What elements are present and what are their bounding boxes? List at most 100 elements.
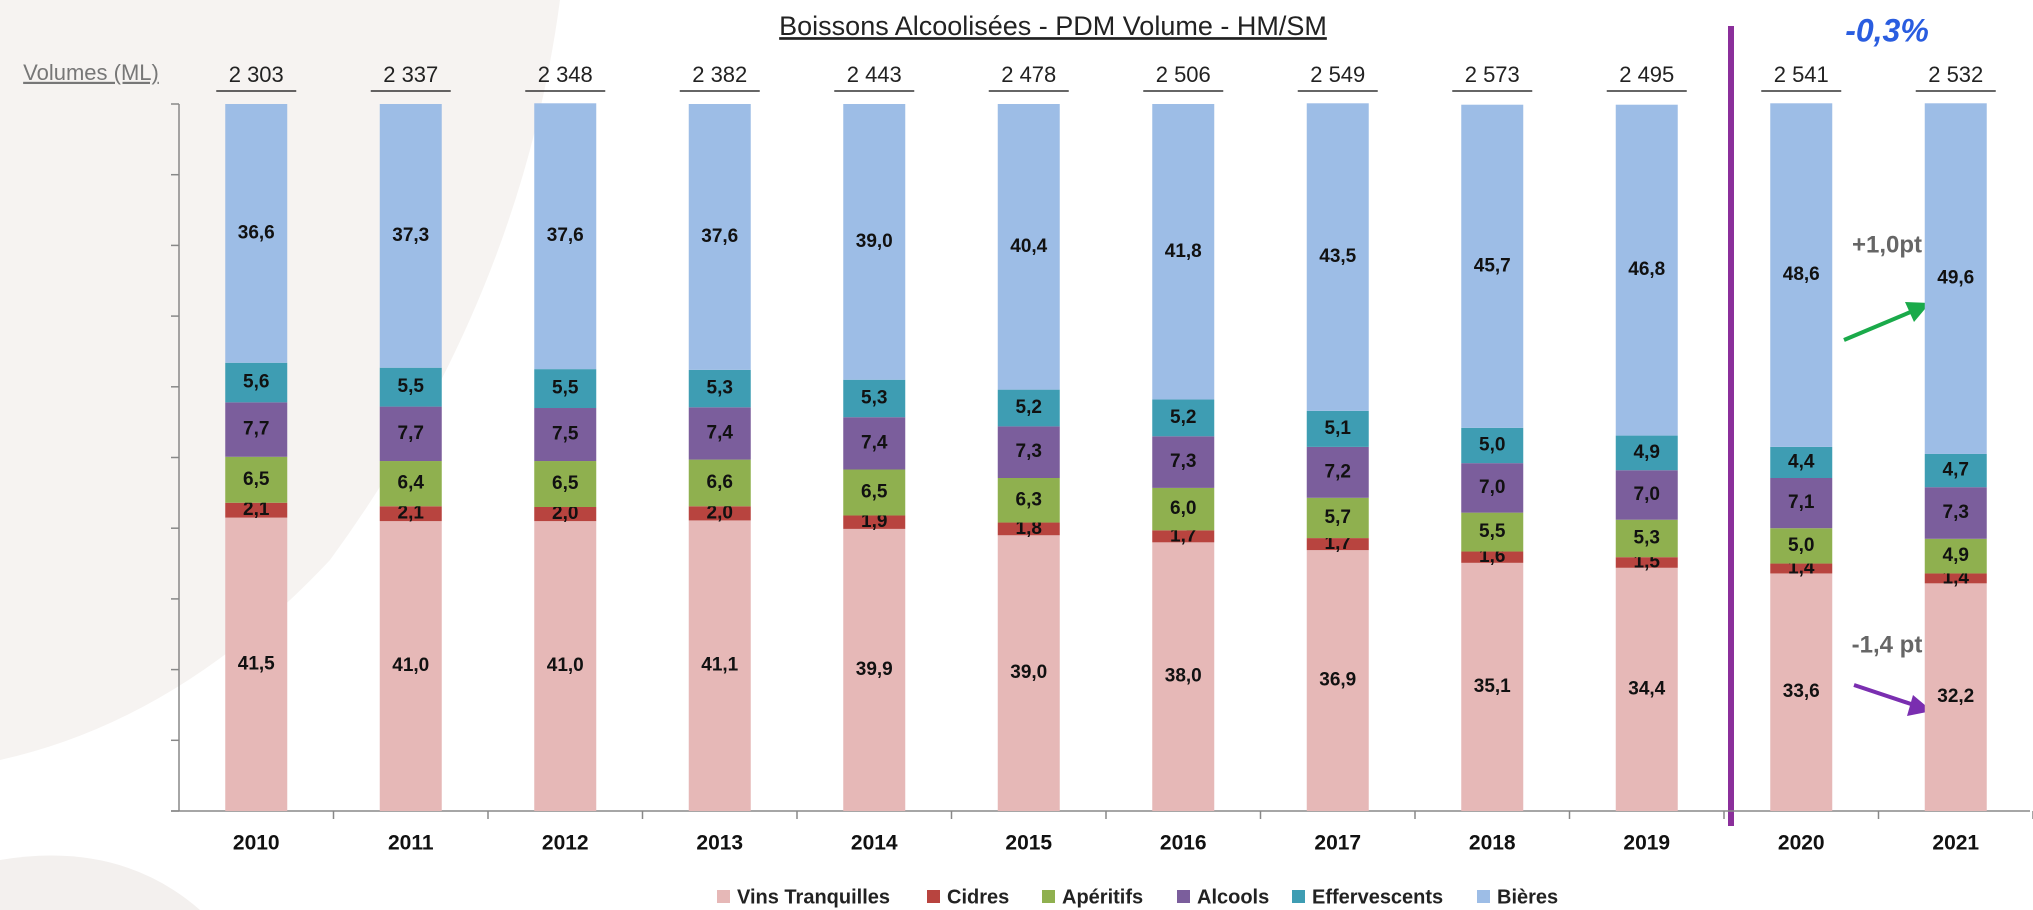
data-label: 7,0 — [1479, 477, 1505, 498]
legend-label: Alcools — [1197, 886, 1269, 908]
bar-segment — [1924, 538, 1987, 574]
data-label: 41,1 — [701, 655, 738, 676]
data-label: 37,6 — [547, 225, 584, 246]
data-label: 6,3 — [1016, 489, 1042, 510]
x-tick-label: 2019 — [1623, 832, 1670, 855]
bar-segment — [997, 104, 1060, 390]
legend-label: Bières — [1497, 886, 1558, 908]
volume-label: 2 541 — [1774, 62, 1829, 87]
bar-segment — [1770, 528, 1833, 564]
data-label: 5,2 — [1170, 407, 1196, 428]
volume-label: 2 303 — [229, 62, 284, 87]
data-label: 43,5 — [1319, 246, 1356, 267]
bar-segment — [688, 369, 751, 408]
bar-segment — [1306, 410, 1369, 447]
data-label: 2,1 — [243, 499, 270, 520]
volume-label: 2 337 — [383, 62, 438, 87]
data-label: 4,4 — [1788, 451, 1815, 472]
bar-segment — [1306, 446, 1369, 498]
bar-segment — [1615, 435, 1678, 471]
data-label: 49,6 — [1937, 268, 1974, 289]
annotation: +1,0pt — [1852, 231, 1922, 258]
bar-segment — [1461, 512, 1524, 552]
data-label: 4,7 — [1943, 460, 1969, 481]
bar-segment — [379, 521, 442, 811]
bar-segment — [997, 535, 1060, 811]
x-tick-label: 2011 — [388, 832, 434, 855]
bar-segment — [1461, 463, 1524, 513]
annotation: -1,4 pt — [1852, 631, 1923, 658]
data-label: 4,9 — [1943, 545, 1969, 566]
data-label: 1,8 — [1016, 518, 1042, 539]
data-label: 38,0 — [1165, 666, 1202, 687]
data-label: 5,3 — [707, 378, 733, 399]
data-label: 5,3 — [1634, 527, 1660, 548]
legend-swatch — [717, 890, 730, 903]
data-label: 5,0 — [1479, 434, 1505, 455]
bar-segment — [534, 408, 597, 462]
data-label: 41,8 — [1165, 241, 1202, 262]
bar-segment — [1924, 487, 1987, 539]
bar-segment — [1770, 103, 1833, 447]
bar-segment — [1924, 573, 1987, 584]
bar-segment — [225, 402, 288, 457]
data-label: 6,0 — [1170, 498, 1196, 519]
bar-segment — [1615, 567, 1678, 811]
volumes-label: Volumes (ML) — [23, 60, 159, 85]
data-label: 6,4 — [398, 473, 425, 494]
data-label: 48,6 — [1783, 264, 1820, 285]
volume-label: 2 506 — [1156, 62, 1211, 87]
bar-segment — [379, 461, 442, 507]
data-label: 5,5 — [1479, 521, 1506, 542]
data-label: 1,7 — [1325, 533, 1351, 554]
data-label: 39,0 — [1010, 662, 1047, 683]
data-label: 2,0 — [552, 503, 578, 524]
x-tick-label: 2017 — [1314, 832, 1361, 855]
bar-segment — [1306, 538, 1369, 551]
x-tick-label: 2015 — [1005, 832, 1052, 855]
data-label: 5,0 — [1788, 535, 1814, 556]
data-label: 1,9 — [861, 511, 887, 532]
data-label: 4,9 — [1634, 442, 1660, 463]
data-label: 7,7 — [243, 419, 269, 440]
bar-segment — [534, 461, 597, 507]
bar-segment — [1461, 551, 1524, 563]
bar-segment — [688, 459, 751, 507]
bar-segment — [225, 104, 288, 363]
bar-segment — [225, 517, 288, 811]
bar-segment — [225, 456, 288, 503]
data-label: 5,2 — [1016, 397, 1042, 418]
bar-segment — [1770, 446, 1833, 479]
bar-segment — [843, 528, 906, 811]
bar-segment — [379, 406, 442, 462]
bar-segment — [1306, 497, 1369, 539]
x-tick-label: 2013 — [696, 832, 743, 855]
bar-segment — [1152, 530, 1215, 543]
legend-swatch — [1042, 890, 1055, 903]
data-label: 7,4 — [861, 432, 888, 453]
bar-segment — [534, 521, 597, 811]
data-label: 6,6 — [707, 472, 733, 493]
legend-label: Apéritifs — [1062, 886, 1143, 908]
bar-segment — [1152, 436, 1215, 488]
data-label: 6,5 — [243, 469, 270, 490]
bar-segment — [225, 502, 288, 518]
data-label: 5,5 — [552, 378, 579, 399]
x-tick-label: 2021 — [1932, 832, 1979, 855]
data-label: 45,7 — [1474, 255, 1511, 276]
data-label: 7,4 — [707, 422, 734, 443]
bar-segment — [379, 104, 442, 368]
bar-segment — [1770, 573, 1833, 811]
bar-segment — [1770, 563, 1833, 574]
bar-segment — [1306, 103, 1369, 411]
data-label: 7,3 — [1943, 502, 1969, 523]
arrow — [1843, 302, 1930, 342]
bar-segment — [843, 104, 906, 380]
data-label: 40,4 — [1010, 236, 1047, 257]
x-tick-label: 2018 — [1469, 832, 1516, 855]
legend-swatch — [1177, 890, 1190, 903]
annotation: -0,3% — [1845, 12, 1929, 48]
bar-segment — [843, 515, 906, 529]
data-label: 7,0 — [1634, 484, 1660, 505]
